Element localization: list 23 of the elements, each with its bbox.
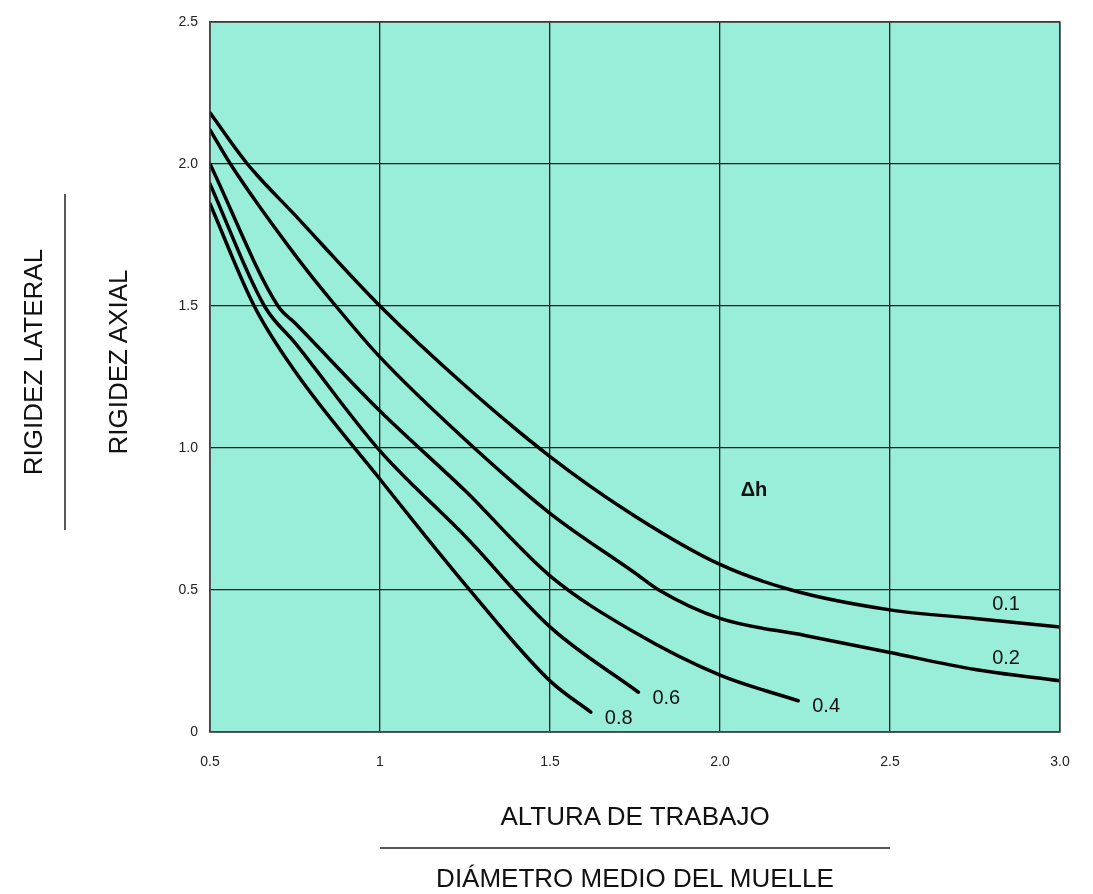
x-tick-label: 2.5 bbox=[880, 753, 900, 770]
y-tick-label: 0 bbox=[190, 722, 199, 739]
y-tick-label: 2.5 bbox=[178, 12, 199, 29]
x-tick-label: 1.5 bbox=[540, 753, 560, 770]
series-label: 0.6 bbox=[652, 685, 681, 708]
series-label: 0.4 bbox=[812, 694, 841, 717]
series-label: 0.2 bbox=[992, 646, 1020, 669]
line-series bbox=[210, 182, 641, 694]
y-tick-label: 1.5 bbox=[178, 296, 199, 313]
y-tick-label: 2.0 bbox=[178, 154, 199, 171]
text: ALTURA DE TRABAJO DIÁMETRO MEDIO DEL MUELLE bbox=[436, 801, 834, 894]
legend-title: Δh bbox=[740, 478, 768, 501]
series-label: 0.8 bbox=[604, 705, 633, 728]
text: RIGIDEZ LATERAL RIGIDEZ AXIAL bbox=[18, 248, 134, 476]
line-series bbox=[210, 162, 800, 703]
x-tick-label: 1 bbox=[376, 753, 385, 770]
y-tick-label: 0.5 bbox=[178, 580, 199, 597]
x-tick-label: 2.0 bbox=[710, 753, 730, 770]
x-tick-label: 0.5 bbox=[200, 753, 220, 770]
x-tick-label: 3.0 bbox=[1050, 753, 1070, 770]
line-series bbox=[210, 202, 593, 714]
series-label: 0.1 bbox=[992, 592, 1020, 615]
y-tick-label: 1.0 bbox=[178, 438, 199, 455]
